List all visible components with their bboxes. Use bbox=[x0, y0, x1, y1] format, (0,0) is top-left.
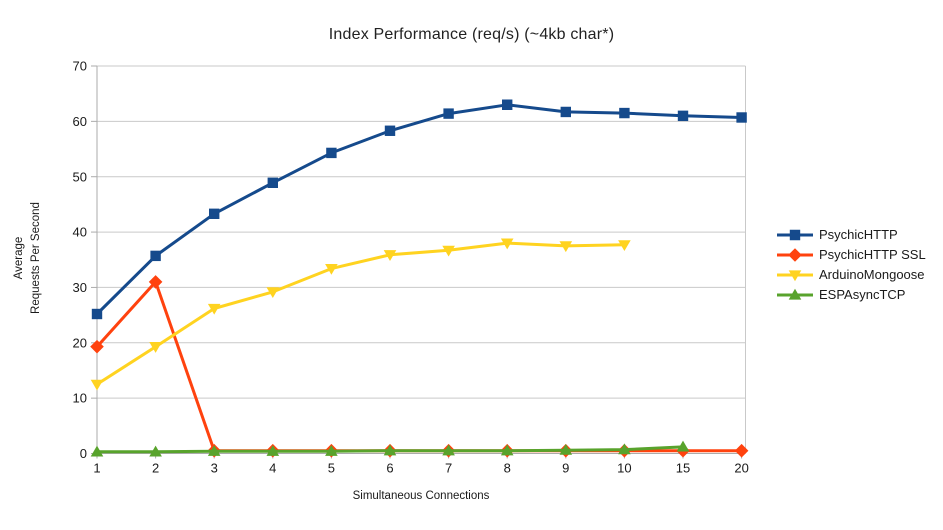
data-point bbox=[266, 287, 280, 299]
legend-marker-triangle-up-icon bbox=[777, 288, 813, 300]
data-point bbox=[207, 303, 221, 315]
data-point bbox=[734, 443, 749, 458]
data-point bbox=[736, 112, 747, 123]
data-point bbox=[676, 440, 690, 452]
data-point bbox=[207, 445, 221, 456]
x-axis-title: Simultaneous Connections bbox=[352, 490, 490, 502]
x-tick-label: 4 bbox=[269, 461, 276, 476]
x-tick-label: 2 bbox=[152, 461, 159, 476]
data-point bbox=[384, 125, 396, 136]
y-tick-label: 30 bbox=[73, 280, 87, 295]
legend-item: ArduinoMongoose bbox=[776, 266, 926, 283]
y-tick-label: 60 bbox=[73, 114, 87, 129]
data-point bbox=[267, 177, 278, 189]
data-point bbox=[90, 379, 104, 391]
data-point bbox=[326, 147, 337, 159]
legend-label: ESPAsyncTCP bbox=[819, 287, 906, 302]
data-point bbox=[442, 245, 455, 257]
y-tick-label: 20 bbox=[73, 335, 87, 350]
legend-marker-triangle-down-icon bbox=[777, 269, 813, 281]
data-point bbox=[618, 443, 631, 455]
data-point bbox=[150, 250, 161, 262]
data-point bbox=[325, 445, 338, 456]
legend-label: ArduinoMongoose bbox=[819, 267, 925, 282]
legend-marker-diamond-icon bbox=[777, 247, 813, 262]
legend-label: PsychicHTTP bbox=[819, 227, 898, 242]
data-point bbox=[90, 339, 104, 354]
data-point bbox=[559, 241, 573, 253]
legend-label: PsychicHTTP SSL bbox=[819, 247, 926, 262]
y-tick-label: 50 bbox=[73, 169, 87, 184]
x-tick-label: 9 bbox=[562, 461, 569, 476]
y-tick-label: 40 bbox=[73, 225, 87, 240]
data-point bbox=[149, 342, 162, 353]
legend-item: PsychicHTTP bbox=[776, 226, 926, 243]
data-point bbox=[442, 444, 455, 456]
series-line-0 bbox=[95, 103, 744, 316]
data-point bbox=[90, 445, 104, 457]
series-line-1 bbox=[95, 280, 744, 453]
x-tick-label: 20 bbox=[734, 461, 748, 476]
data-point bbox=[500, 444, 514, 456]
x-tick-label: 15 bbox=[676, 461, 690, 476]
y-tick-label: 0 bbox=[80, 446, 87, 461]
data-point bbox=[383, 250, 397, 261]
data-point bbox=[677, 110, 689, 122]
data-point bbox=[619, 107, 630, 119]
legend-item: ESPAsyncTCP bbox=[776, 286, 926, 303]
data-point bbox=[325, 264, 338, 275]
data-point bbox=[560, 106, 571, 118]
legend-item: PsychicHTTP SSL bbox=[776, 246, 926, 263]
x-tick-label: 7 bbox=[445, 461, 452, 476]
data-point bbox=[149, 445, 162, 457]
x-tick-label: 1 bbox=[93, 461, 100, 476]
data-point bbox=[502, 99, 513, 110]
data-point bbox=[383, 444, 397, 456]
x-tick-label: 10 bbox=[617, 461, 631, 476]
chart-title: Index Performance (req/s) (~4kb char*) bbox=[328, 26, 615, 43]
data-point bbox=[148, 275, 163, 289]
data-point bbox=[443, 108, 454, 119]
x-tick-label: 3 bbox=[211, 461, 218, 476]
y-tick-label: 70 bbox=[73, 59, 87, 74]
y-tick-label: 10 bbox=[73, 391, 87, 406]
legend-marker-square-icon bbox=[777, 229, 813, 240]
data-point bbox=[500, 238, 514, 250]
data-point bbox=[91, 308, 103, 320]
x-tick-label: 8 bbox=[504, 461, 511, 476]
data-point bbox=[618, 240, 631, 252]
x-tick-label: 6 bbox=[386, 461, 393, 476]
legend: PsychicHTTP PsychicHTTP SSL ArduinoMongoos… bbox=[776, 226, 926, 303]
x-tick-label: 5 bbox=[328, 461, 335, 476]
series-line-2 bbox=[95, 241, 626, 386]
data-point bbox=[209, 208, 220, 220]
data-point bbox=[266, 445, 280, 456]
data-point bbox=[559, 443, 573, 455]
